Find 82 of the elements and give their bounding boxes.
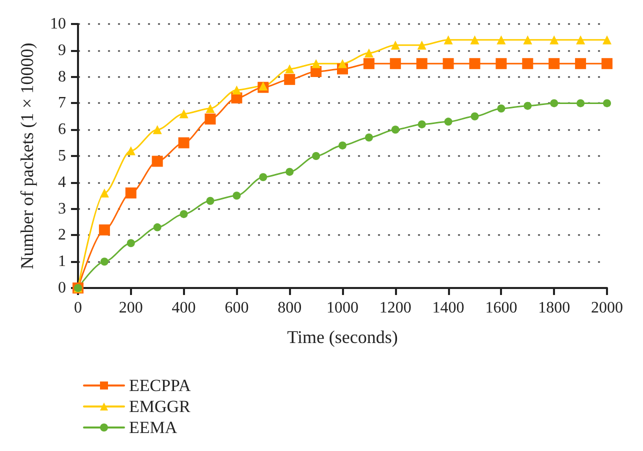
- point: [602, 35, 612, 44]
- point: [285, 64, 294, 74]
- point: [523, 35, 532, 44]
- point: [363, 58, 374, 70]
- point: [180, 210, 188, 218]
- x-tick-label: 200: [118, 300, 143, 316]
- point: [496, 35, 506, 44]
- point: [179, 109, 188, 118]
- point: [418, 120, 426, 128]
- point: [100, 258, 108, 266]
- y-tick-label: 9: [58, 42, 66, 59]
- point: [496, 58, 507, 70]
- point: [576, 99, 585, 108]
- point: [548, 58, 560, 70]
- point: [442, 58, 454, 70]
- point: [286, 168, 294, 176]
- point: [338, 59, 347, 68]
- x-tick-label: 2000: [591, 300, 623, 316]
- point: [390, 58, 401, 70]
- point: [338, 141, 346, 150]
- x-tick-label: 600: [224, 300, 249, 316]
- y-axis-title: Number of packets (1 × 10000): [17, 42, 37, 270]
- x-tick-label: 400: [172, 300, 196, 316]
- point: [390, 40, 400, 50]
- point: [152, 125, 162, 134]
- point: [444, 118, 452, 126]
- legend-label: EEMA: [129, 418, 178, 437]
- y-tick-label: 1: [58, 253, 66, 270]
- y-tick-label: 2: [58, 226, 66, 244]
- legend-label: EECPPA: [129, 376, 192, 395]
- point: [550, 99, 558, 108]
- point: [312, 152, 320, 160]
- point: [232, 86, 242, 94]
- point: [444, 35, 453, 44]
- point: [232, 192, 241, 200]
- point: [259, 173, 268, 182]
- point: [524, 102, 532, 110]
- point: [126, 239, 135, 248]
- x-tick-label: 1800: [538, 300, 570, 316]
- y-tick-label: 0: [58, 280, 66, 296]
- x-tick-label: 1600: [485, 300, 518, 316]
- y-tick-label: 5: [58, 148, 66, 164]
- point: [602, 58, 612, 70]
- point: [100, 188, 109, 198]
- point: [497, 104, 506, 112]
- y-tick-label: 4: [58, 174, 66, 191]
- point: [98, 224, 110, 236]
- point: [125, 187, 136, 198]
- point: [470, 112, 479, 120]
- y-tick-label: 3: [58, 200, 66, 218]
- y-tick-label: 6: [58, 121, 66, 138]
- point: [204, 114, 216, 125]
- point: [391, 126, 400, 134]
- y-tick-label: 10: [50, 16, 66, 32]
- y-tick-label: 7: [58, 94, 66, 112]
- point: [603, 99, 611, 108]
- x-tick-label: 0: [74, 300, 82, 316]
- x-tick-label: 1400: [432, 300, 464, 316]
- point: [417, 40, 426, 50]
- point: [178, 137, 190, 148]
- x-axis-title: Time (seconds): [287, 327, 398, 347]
- point: [575, 58, 586, 70]
- point: [470, 35, 480, 44]
- x-tick-label: 1000: [326, 300, 358, 316]
- point: [312, 59, 321, 68]
- point: [416, 58, 428, 70]
- point: [206, 104, 215, 113]
- point: [364, 134, 373, 142]
- point: [522, 58, 534, 70]
- y-tick-label: 8: [58, 68, 66, 86]
- point: [153, 223, 162, 232]
- point: [576, 35, 586, 44]
- point: [206, 196, 214, 205]
- point: [284, 74, 296, 85]
- legend-label: EMGGR: [129, 397, 192, 416]
- point: [364, 48, 374, 58]
- x-tick-label: 1200: [379, 300, 412, 316]
- point: [550, 35, 559, 44]
- x-tick-label: 800: [278, 300, 302, 316]
- point: [469, 58, 480, 70]
- point: [126, 146, 136, 156]
- point: [152, 156, 163, 167]
